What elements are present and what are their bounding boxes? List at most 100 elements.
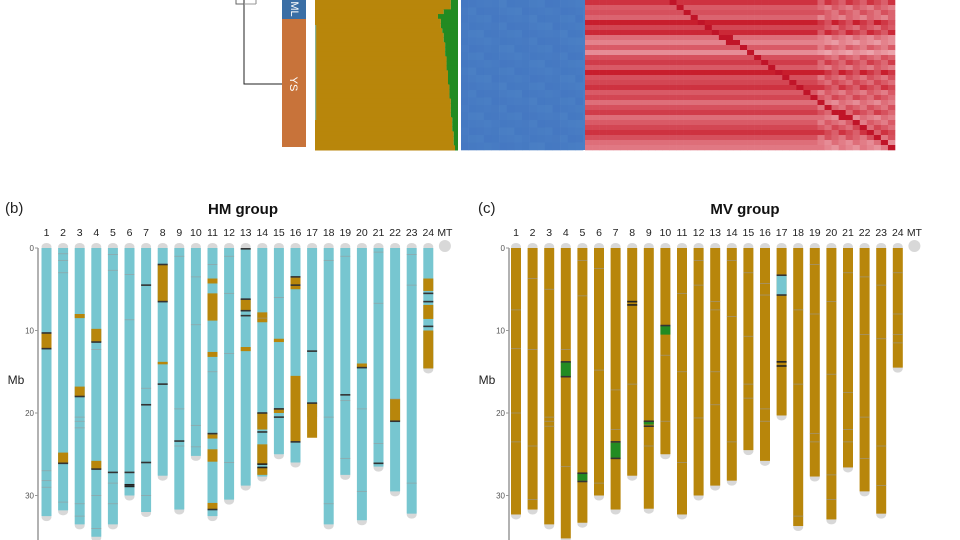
- heatmap-right-cell: [747, 75, 755, 81]
- heatmap-right-cell: [838, 0, 846, 6]
- heatmap-right-cell: [711, 0, 720, 6]
- heatmap-left-cell: [461, 15, 469, 23]
- heatmap-right-cell: [732, 75, 741, 81]
- heatmap-left-cell: [461, 67, 469, 76]
- heatmap-right-cell: [725, 20, 734, 26]
- heatmap-right-cell: [697, 110, 706, 116]
- heatmap-right-cell: [803, 0, 811, 6]
- dendrogram: [235, 0, 282, 85]
- heatmap-left-cell: [468, 7, 477, 16]
- heatmap-right-cell: [775, 80, 783, 86]
- heatmap-left-cell: [537, 52, 546, 61]
- heatmap-right-cell: [669, 75, 677, 81]
- heatmap-right-cell: [810, 30, 818, 36]
- heatmap-right-cell: [838, 105, 846, 111]
- chromosome-body: [594, 248, 604, 496]
- heatmap-right-cell: [831, 50, 839, 56]
- heatmap-right-cell: [880, 35, 889, 41]
- heatmap-right-cell: [711, 85, 720, 91]
- heatmap-left-cell: [575, 120, 584, 128]
- heatmap-right-cell: [697, 130, 706, 136]
- heatmap-right-cell: [768, 55, 776, 61]
- chromosome-marker-grey: [859, 457, 870, 459]
- heatmap-right-cell: [620, 25, 628, 31]
- heatmap-right-cell: [824, 110, 832, 116]
- heatmap-right-cell: [831, 0, 839, 6]
- panel-label: (c): [478, 200, 496, 217]
- chromosome-marker-grey: [527, 445, 538, 447]
- heatmap-right-cell: [620, 15, 628, 21]
- heatmap-right-cell: [620, 30, 628, 36]
- heatmap-right-cell: [648, 55, 656, 61]
- heatmap-right-cell: [606, 45, 614, 51]
- heatmap-right-cell: [676, 85, 684, 91]
- panel-title: MV group: [710, 201, 779, 218]
- heatmap-left-cell: [544, 105, 553, 113]
- heatmap-left-cell: [476, 105, 485, 113]
- heatmap-right-cell: [817, 35, 825, 41]
- chromosome-marker-grey: [207, 264, 218, 265]
- heatmap-left-cell: [514, 97, 523, 106]
- heatmap-left-cell: [552, 82, 561, 91]
- heatmap-right-cell: [859, 145, 868, 151]
- heatmap-left-cell: [514, 75, 523, 83]
- heatmap-right-cell: [725, 5, 734, 11]
- heatmap-right-cell: [690, 70, 699, 76]
- heatmap-right-cell: [690, 80, 699, 86]
- heatmap-left-cell: [499, 105, 508, 113]
- heatmap-right-cell: [620, 140, 628, 146]
- heatmap-right-cell: [789, 35, 797, 41]
- heatmap-left-cell: [461, 82, 469, 91]
- heatmap-left-cell: [483, 15, 492, 23]
- heatmap-right-cell: [627, 20, 635, 26]
- heatmap-right-cell: [683, 45, 691, 51]
- heatmap-right-cell: [732, 120, 741, 126]
- heatmap-right-cell: [754, 105, 762, 111]
- chromosome-label: 17: [776, 227, 788, 239]
- chromosome-body: [843, 248, 853, 468]
- heatmap-right-cell: [655, 25, 663, 31]
- heatmap-right-cell: [683, 110, 691, 116]
- heatmap-right-cell: [655, 60, 663, 66]
- heatmap-right-cell: [620, 35, 628, 41]
- heatmap-right-cell: [754, 45, 762, 51]
- heatmap-right-cell: [725, 115, 734, 121]
- heatmap-right-cell: [761, 45, 769, 51]
- heatmap-right-cell: [887, 10, 896, 16]
- heatmap-right-cell: [641, 25, 649, 31]
- chromosome-10: 10: [660, 227, 671, 460]
- heatmap-right-diagonal-cell: [697, 20, 706, 26]
- heatmap-right-cell: [606, 115, 614, 121]
- heatmap-right-cell: [775, 35, 783, 41]
- heatmap-right-cell: [627, 90, 635, 96]
- heatmap-right-cell: [887, 25, 896, 31]
- heatmap-left-cell: [567, 75, 576, 83]
- heatmap-left-cell: [514, 15, 523, 23]
- admixture-bar-cluster-1: [315, 98, 451, 104]
- heatmap-left-cell: [483, 22, 492, 31]
- chromosome-body: [356, 248, 367, 521]
- heatmap-left-cell: [506, 67, 515, 76]
- heatmap-right-cell: [662, 110, 670, 116]
- heatmap-right-cell: [740, 25, 748, 31]
- heatmap-left-cell: [567, 15, 576, 23]
- heatmap-right-cell: [817, 40, 825, 46]
- heatmap-right-cell: [859, 35, 868, 41]
- heatmap-right-cell: [648, 35, 656, 41]
- heatmap-right-cell: [782, 70, 790, 76]
- heatmap-right-cell: [754, 65, 762, 71]
- chromosome-marker-grey: [190, 424, 201, 426]
- heatmap-right-cell: [838, 45, 846, 51]
- heatmap-right-cell: [796, 75, 804, 81]
- heatmap-right-cell: [859, 105, 868, 111]
- heatmap-right-cell: [761, 5, 769, 11]
- heatmap-right-cell: [859, 80, 868, 86]
- heatmap-left-cell: [537, 127, 546, 136]
- heatmap-left-cell: [552, 7, 561, 16]
- heatmap-left-cell: [506, 22, 515, 31]
- heatmap-right-cell: [662, 90, 670, 96]
- heatmap-right-cell: [683, 85, 691, 91]
- chromosome-1: 1: [41, 227, 52, 522]
- heatmap-right-cell: [796, 95, 804, 101]
- chromosome-14: 14: [256, 227, 268, 482]
